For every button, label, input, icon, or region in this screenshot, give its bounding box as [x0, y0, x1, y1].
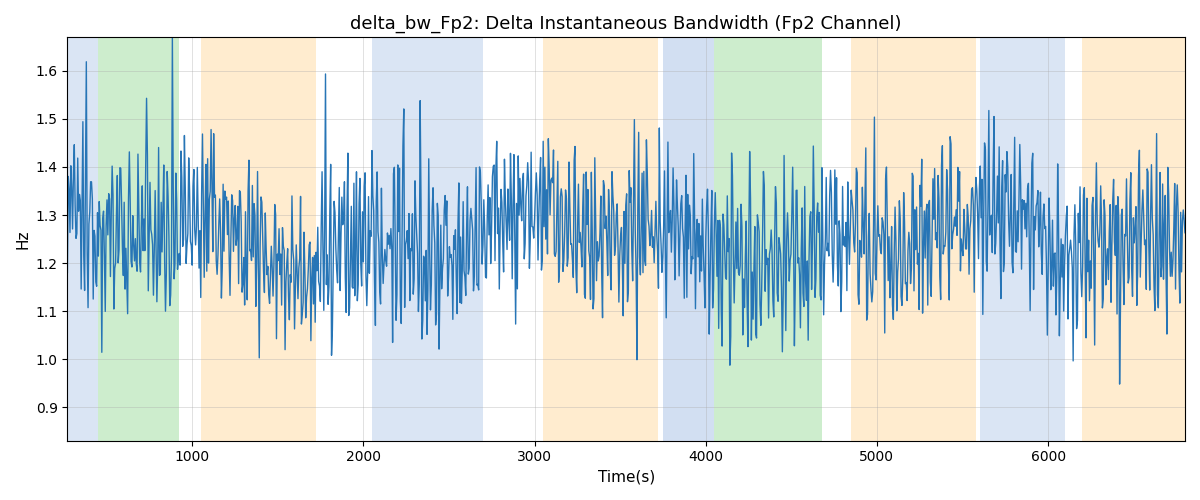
- Bar: [714, 38, 822, 440]
- Bar: [544, 38, 658, 440]
- Y-axis label: Hz: Hz: [16, 230, 30, 249]
- Bar: [979, 38, 1066, 440]
- X-axis label: Time(s): Time(s): [598, 470, 655, 485]
- Title: delta_bw_Fp2: Delta Instantaneous Bandwidth (Fp2 Channel): delta_bw_Fp2: Delta Instantaneous Bandwi…: [350, 15, 902, 34]
- Bar: [98, 38, 179, 440]
- Bar: [200, 38, 316, 440]
- Bar: [851, 38, 976, 440]
- Bar: [1082, 38, 1186, 440]
- Bar: [67, 38, 98, 440]
- Bar: [372, 38, 484, 440]
- Bar: [662, 38, 714, 440]
